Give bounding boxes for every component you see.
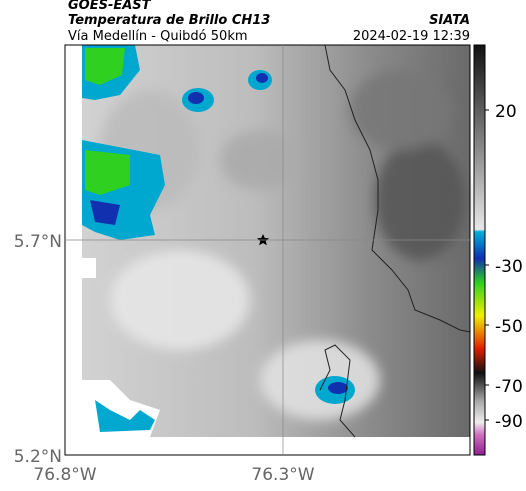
lon-label: 76.3°W — [251, 465, 314, 485]
colorbar-label: -50 — [495, 317, 523, 337]
map-image — [82, 44, 471, 438]
timestamp: 2024-02-19 12:39 — [353, 29, 470, 44]
location: Vía Medellín - Quibdó 50km — [68, 29, 248, 44]
title: GOES-EAST — [68, 0, 152, 13]
source: SIATA — [429, 13, 470, 28]
colorbar-label: -30 — [495, 257, 523, 277]
colorbar-label: 20 — [495, 102, 517, 122]
colorbar-label: -90 — [495, 412, 523, 432]
map-frame — [64, 44, 471, 456]
lat-label: 5.7°N — [14, 232, 62, 252]
lat-label: 5.2°N — [14, 447, 62, 467]
lon-label: 76.8°W — [33, 465, 96, 485]
colorbar-label: -70 — [495, 377, 523, 397]
colorbar: 20 -30 -50 -70 -90 — [473, 44, 523, 456]
subtitle: Temperatura de Brillo CH13 — [68, 13, 270, 28]
